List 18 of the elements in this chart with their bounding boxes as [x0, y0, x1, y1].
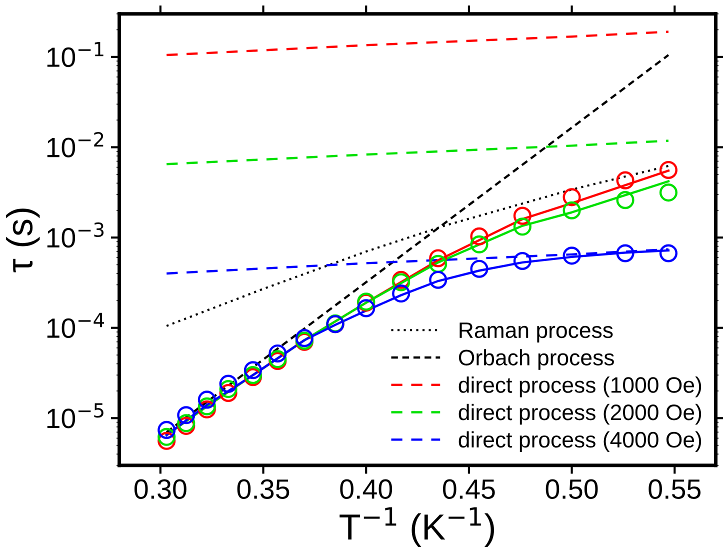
x-tick-label: 0.40 [340, 479, 392, 499]
legend-label: Raman process [460, 322, 613, 342]
x-axis-title: T$^{−1}$ (K$^{−1}$) [340, 507, 494, 547]
legend-label: direct process (1000 Oe) [458, 376, 702, 398]
x-tick-label: 0.50 [546, 479, 598, 499]
legend-label: direct process (2000 Oe) [458, 404, 702, 425]
y-axis-title: τ (s) [6, 208, 40, 272]
legend-label: Orbach process [458, 349, 614, 370]
y-tick-label: 10$^{−4}$ [47, 312, 104, 338]
x-tick-label: 0.55 [648, 479, 701, 499]
y-tick-label: 10$^{−1}$ [47, 42, 104, 68]
y-tick-label: 10$^{−2}$ [47, 132, 104, 158]
x-tick-label: 0.35 [237, 479, 290, 499]
y-tick-label: 10$^{−5}$ [47, 403, 104, 428]
legend-label: direct process (4000 Oe) [458, 431, 702, 452]
x-tick-label: 0.45 [443, 479, 495, 499]
y-tick-label: 10$^{−3}$ [47, 222, 104, 248]
x-tick-label: 0.30 [134, 479, 186, 499]
